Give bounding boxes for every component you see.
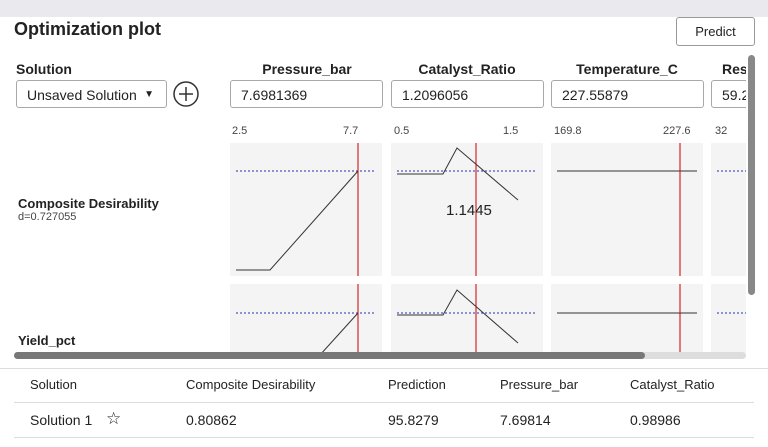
divider (0, 368, 768, 369)
response-name: Composite Desirability (18, 196, 159, 211)
row-line (14, 437, 754, 438)
top-bar (0, 0, 768, 17)
axis-current: 1.5 (503, 125, 519, 137)
factor-area: Pressure_bar Catalyst_Ratio Temperature_… (0, 55, 746, 355)
table-header: Solution (30, 377, 77, 392)
table-header: Prediction (388, 377, 446, 392)
dropdown-arrow: ▼ (144, 89, 154, 100)
solution-dropdown[interactable]: Unsaved Solution ▼ (16, 80, 167, 108)
h-scrollbar[interactable] (14, 352, 746, 359)
factor-input[interactable]: 227.55879 (551, 80, 704, 108)
factor-input[interactable]: 1.2096056 (391, 80, 544, 108)
axis-low: 169.8 (554, 125, 582, 137)
axis-low: 2.5 (232, 125, 248, 137)
factor-name: Temperature_C (576, 61, 678, 77)
table-cell: Solution 1 (30, 412, 93, 428)
table-cell: 95.8279 (388, 412, 439, 428)
table-cell: 7.69814 (500, 412, 551, 428)
title: Optimization plot (14, 19, 161, 39)
row-line (14, 402, 754, 403)
axis-low: 32 (715, 125, 728, 137)
table-cell: 0.80862 (186, 412, 237, 428)
response-curves (236, 147, 697, 355)
star-icon[interactable]: ☆ (106, 409, 122, 428)
v-scrollbar[interactable] (748, 55, 755, 295)
table-header: Composite Desirability (186, 377, 316, 392)
table-header: Catalyst_Ratio (630, 377, 715, 392)
current-lines (357, 143, 681, 355)
add-button[interactable] (172, 80, 202, 110)
table-header: Pressure_bar (500, 377, 579, 392)
dropdown-text: Unsaved Solution (27, 87, 137, 103)
factor-input[interactable]: 7.6981369 (230, 80, 383, 108)
response-name: Yield_pct (18, 333, 76, 348)
plots (230, 143, 746, 355)
response-detail: d=0.727055 (18, 211, 77, 223)
factor-name: Resi (722, 61, 746, 77)
solution-label: Solution (16, 61, 72, 77)
factor-name: Catalyst_Ratio (418, 61, 516, 77)
factor-input[interactable]: 59.2 (711, 80, 746, 108)
h-thumb[interactable] (14, 352, 645, 359)
factor-name: Pressure_bar (262, 61, 352, 77)
axis-low: 0.5 (394, 125, 410, 137)
annotation: 1.1445 (446, 202, 492, 219)
axis-current: 227.6 (663, 125, 691, 137)
table-cell: 0.98986 (630, 412, 681, 428)
predict-button[interactable]: Predict (676, 17, 755, 46)
axis-current: 7.7 (343, 125, 359, 137)
